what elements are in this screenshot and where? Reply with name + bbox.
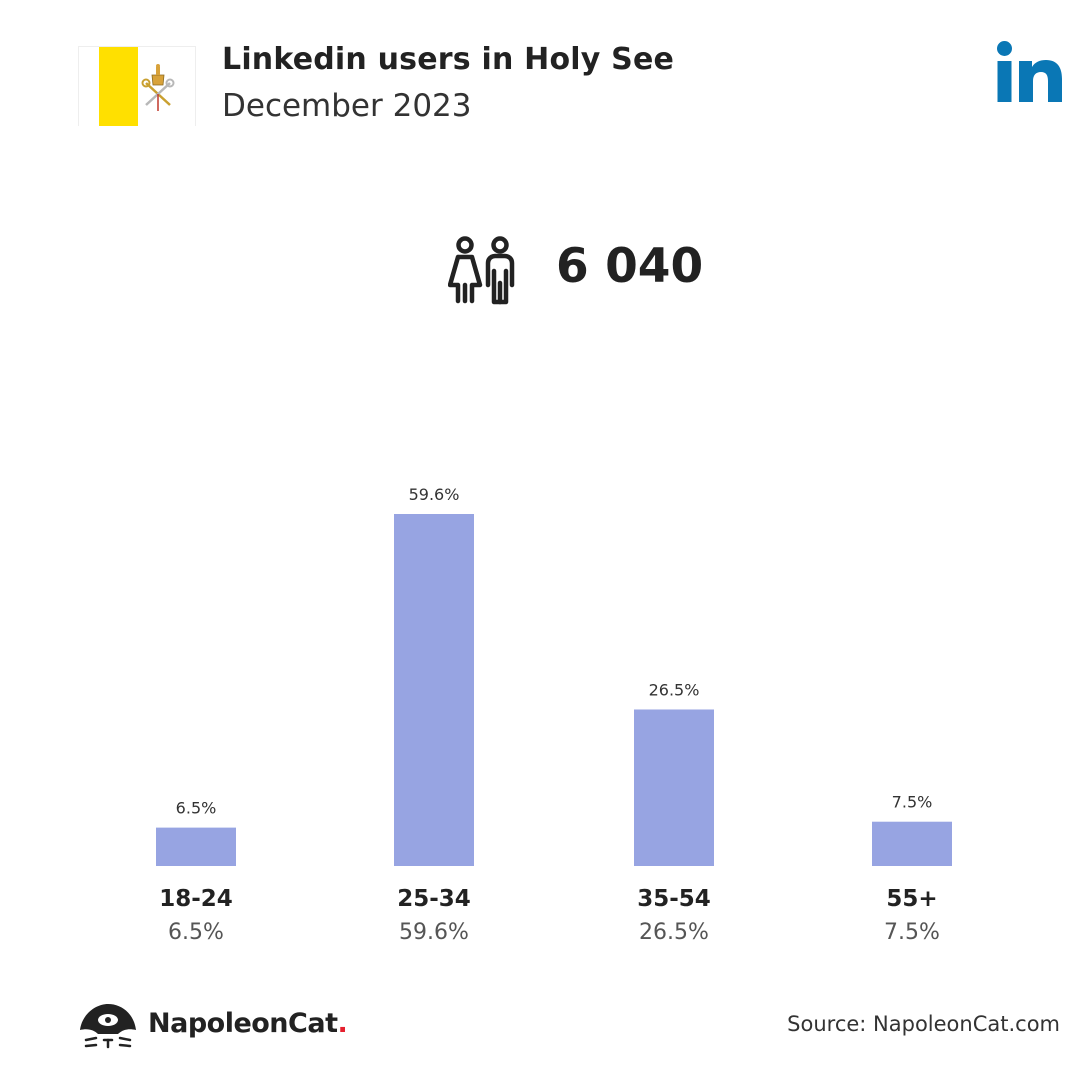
category-label-35-54: 35-54	[637, 886, 711, 912]
footer-brand-dot: .	[337, 1008, 348, 1039]
data-label-18-24: 6.5%	[176, 799, 217, 818]
holy-see-flag-icon	[78, 46, 196, 126]
category-label-25-34: 25-34	[397, 886, 471, 912]
page-subtitle: December 2023	[222, 88, 472, 124]
category-percent-25-34: 59.6%	[399, 920, 469, 945]
footer-brand-name: NapoleonCat	[148, 1008, 338, 1039]
users-icon	[448, 236, 515, 305]
category-percent-55+: 7.5%	[884, 920, 940, 945]
linkedin-logo-icon	[996, 40, 1064, 104]
source-credit: Source: NapoleonCat.com	[787, 1012, 1060, 1036]
footer-brand: NapoleonCat.	[148, 1008, 348, 1039]
age-distribution-chart: 6.5% 18-24 6.5% 59.6% 25-34 59.6% 26.5% 35-54 26…	[156, 485, 952, 945]
bar-25-34	[394, 514, 474, 866]
category-label-55+: 55+	[886, 886, 937, 912]
category-percent-35-54: 26.5%	[639, 920, 709, 945]
bar-18-24	[156, 827, 236, 866]
total-users-value: 6 040	[556, 239, 704, 294]
data-label-25-34: 59.6%	[409, 485, 460, 504]
category-label-18-24: 18-24	[159, 886, 233, 912]
page-title: Linkedin users in Holy See	[222, 42, 675, 77]
category-percent-18-24: 6.5%	[168, 920, 224, 945]
bar-55+	[872, 821, 952, 866]
data-label-35-54: 26.5%	[649, 680, 700, 699]
bar-35-54	[634, 709, 714, 866]
data-label-55+: 7.5%	[892, 793, 933, 812]
napoleoncat-logo-icon	[78, 1000, 138, 1050]
